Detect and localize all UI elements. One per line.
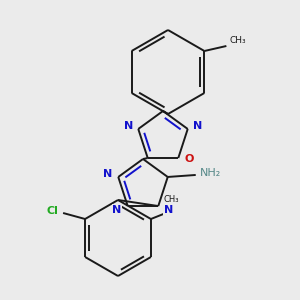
Text: N: N [112, 205, 121, 215]
Text: N: N [124, 121, 133, 131]
Text: O: O [184, 154, 194, 164]
Text: N: N [164, 205, 173, 215]
Text: CH₃: CH₃ [163, 195, 179, 204]
Text: NH₂: NH₂ [200, 168, 221, 178]
Text: Cl: Cl [46, 206, 58, 216]
Text: N: N [193, 121, 203, 131]
Text: N: N [103, 169, 112, 179]
Text: CH₃: CH₃ [230, 36, 246, 45]
